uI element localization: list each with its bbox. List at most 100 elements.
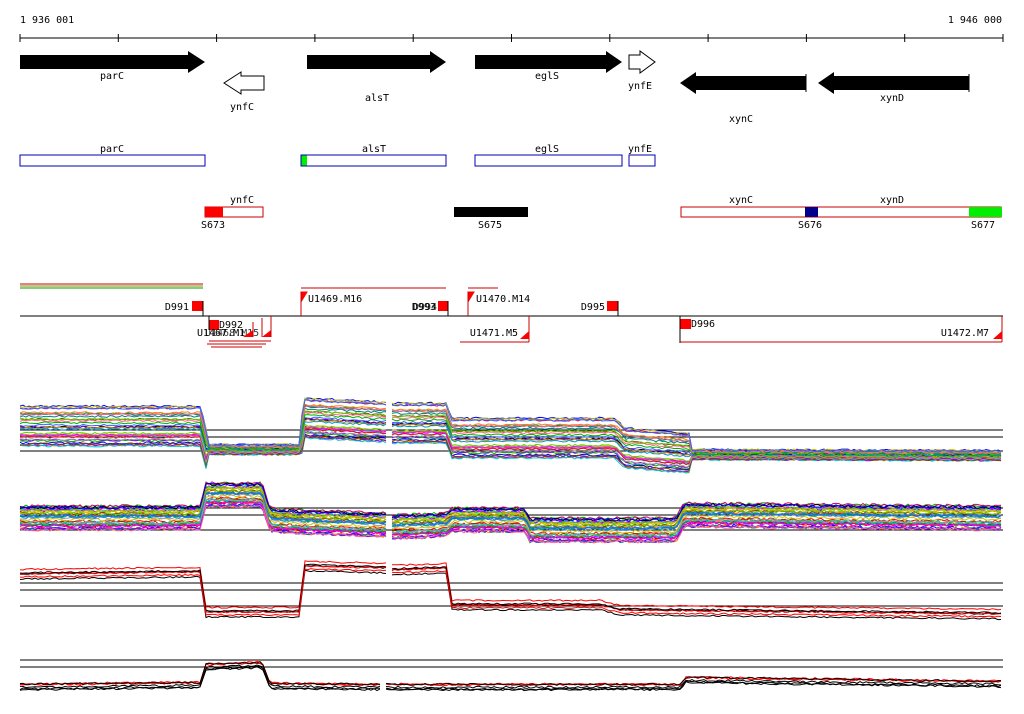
segment-box-xyn[interactable]: [680, 206, 1002, 218]
segment-label-S676: S676: [798, 220, 822, 231]
expression-trace: [19, 660, 381, 686]
gene-label-xynC: xynC: [729, 114, 753, 125]
segment-label-S673: S673: [201, 220, 225, 231]
transcript-label-eglS: eglS: [535, 144, 559, 155]
expression-trace: [19, 430, 387, 465]
ruler-start-label: 1 936 001: [20, 15, 74, 26]
expression-trace: [19, 482, 387, 517]
gene-label-eglS: eglS: [535, 71, 559, 82]
expression-trace: [391, 505, 1002, 525]
transcript-box-parC[interactable]: [19, 154, 206, 167]
segment-S675-mark[interactable]: [454, 207, 528, 217]
gene-track: parC ynfC alsT eglS ynfE xynC xynD: [20, 50, 970, 125]
expression-trace: [391, 518, 1002, 537]
transcript-track: parC alsT eglS ynfE: [19, 144, 656, 167]
expression-trace: [19, 568, 387, 617]
gene-arrow-ynfE[interactable]: [628, 50, 656, 74]
segment-S677-mark[interactable]: [969, 207, 1002, 217]
transcription-unit-track: D991 U1469.M16 D993 D994 U1470.M14 D995 …: [20, 283, 1003, 348]
upshift-D994[interactable]: [438, 301, 448, 311]
upshift-D995[interactable]: [607, 301, 618, 311]
unit-label-U1471: U1471.M5: [470, 328, 518, 339]
unit-label-U1469: U1469.M16: [308, 294, 362, 305]
transcript-label-ynfE: ynfE: [628, 144, 652, 155]
expression-trace: [19, 497, 387, 532]
coordinate-ruler: 1 936 001 1 946 000: [19, 15, 1004, 42]
expression-trace: [391, 430, 1002, 463]
expression-trace: [385, 681, 1002, 692]
expression-trace: [19, 488, 387, 522]
upshift-D996[interactable]: [680, 319, 691, 329]
gene-label-parC: parC: [100, 71, 124, 82]
gene-arrow-parC[interactable]: [20, 51, 205, 73]
expression-track-3: [19, 560, 1003, 621]
expression-trace: [19, 665, 381, 691]
expression-trace: [391, 521, 1002, 541]
expression-tracks: [19, 397, 1003, 692]
upshift-label-D994: D994: [413, 302, 437, 313]
expression-trace: [19, 504, 387, 538]
transcript-box-alsT[interactable]: [300, 154, 447, 167]
expression-trace: [391, 403, 1002, 453]
expression-trace: [391, 418, 1002, 457]
transcript-mark-alsT: [301, 155, 307, 166]
expression-trace: [19, 399, 387, 447]
expression-trace: [391, 566, 1002, 614]
gene-arrow-xynC[interactable]: [680, 72, 806, 94]
expression-trace: [19, 420, 387, 452]
segment-S676-mark[interactable]: [805, 207, 818, 217]
gene-label-alsT: alsT: [365, 93, 389, 104]
expression-trace: [391, 503, 1002, 522]
upshift-label-D996: D996: [691, 319, 715, 330]
segment-label-S675: S675: [478, 220, 502, 231]
expression-trace: [391, 501, 1002, 521]
segment-track: ynfC S673 S675 xynC xynD S676 S677: [201, 195, 1002, 231]
segment-label-ynfC: ynfC: [230, 195, 254, 206]
upshift-D991[interactable]: [192, 301, 203, 311]
expression-trace: [385, 678, 1002, 689]
expression-trace: [19, 491, 387, 525]
expression-trace: [19, 417, 387, 452]
expression-trace: [19, 426, 387, 459]
transcript-label-alsT: alsT: [362, 144, 386, 155]
transcript-box-ynfE[interactable]: [628, 154, 656, 167]
upshift-label-D995: D995: [581, 302, 605, 313]
expression-trace: [391, 506, 1002, 526]
expression-trace: [19, 405, 387, 449]
expression-trace: [391, 572, 1002, 621]
gene-arrow-alsT[interactable]: [307, 51, 446, 73]
expression-trace: [391, 511, 1002, 530]
expression-trace: [391, 414, 1002, 456]
unit-label-U1468: U1468.M15: [205, 328, 259, 339]
transcript-box-eglS[interactable]: [474, 154, 623, 167]
expression-trace: [19, 414, 387, 451]
expression-trace: [385, 680, 1002, 691]
segment-S673-mark[interactable]: [205, 207, 223, 217]
gene-arrow-xynD[interactable]: [818, 72, 969, 94]
ruler-end-label: 1 946 000: [948, 15, 1002, 26]
expression-trace: [19, 423, 387, 457]
expression-trace: [19, 410, 387, 450]
segment-label-xynD: xynD: [880, 195, 904, 206]
expression-trace: [391, 439, 1002, 471]
transcript-label-parC: parC: [100, 144, 124, 155]
ruler-ticks: [19, 34, 1004, 42]
upshift-D992[interactable]: [209, 320, 219, 330]
expression-trace: [391, 409, 1002, 454]
segment-label-xynC: xynC: [729, 195, 753, 206]
expression-track-2: [19, 481, 1003, 544]
expression-trace: [391, 508, 1002, 528]
expression-trace: [391, 562, 1002, 611]
expression-trace: [385, 676, 1002, 686]
expression-trace: [391, 519, 1002, 539]
gene-label-ynfE: ynfE: [628, 81, 652, 92]
expression-trace: [391, 512, 1001, 532]
expression-trace: [19, 560, 387, 609]
expression-trace: [20, 664, 381, 689]
expression-trace: [391, 570, 1002, 618]
gene-arrow-ynfC[interactable]: [223, 71, 265, 95]
expression-trace: [391, 435, 1002, 468]
expression-trace: [19, 436, 387, 469]
gene-arrow-eglS[interactable]: [475, 51, 622, 73]
